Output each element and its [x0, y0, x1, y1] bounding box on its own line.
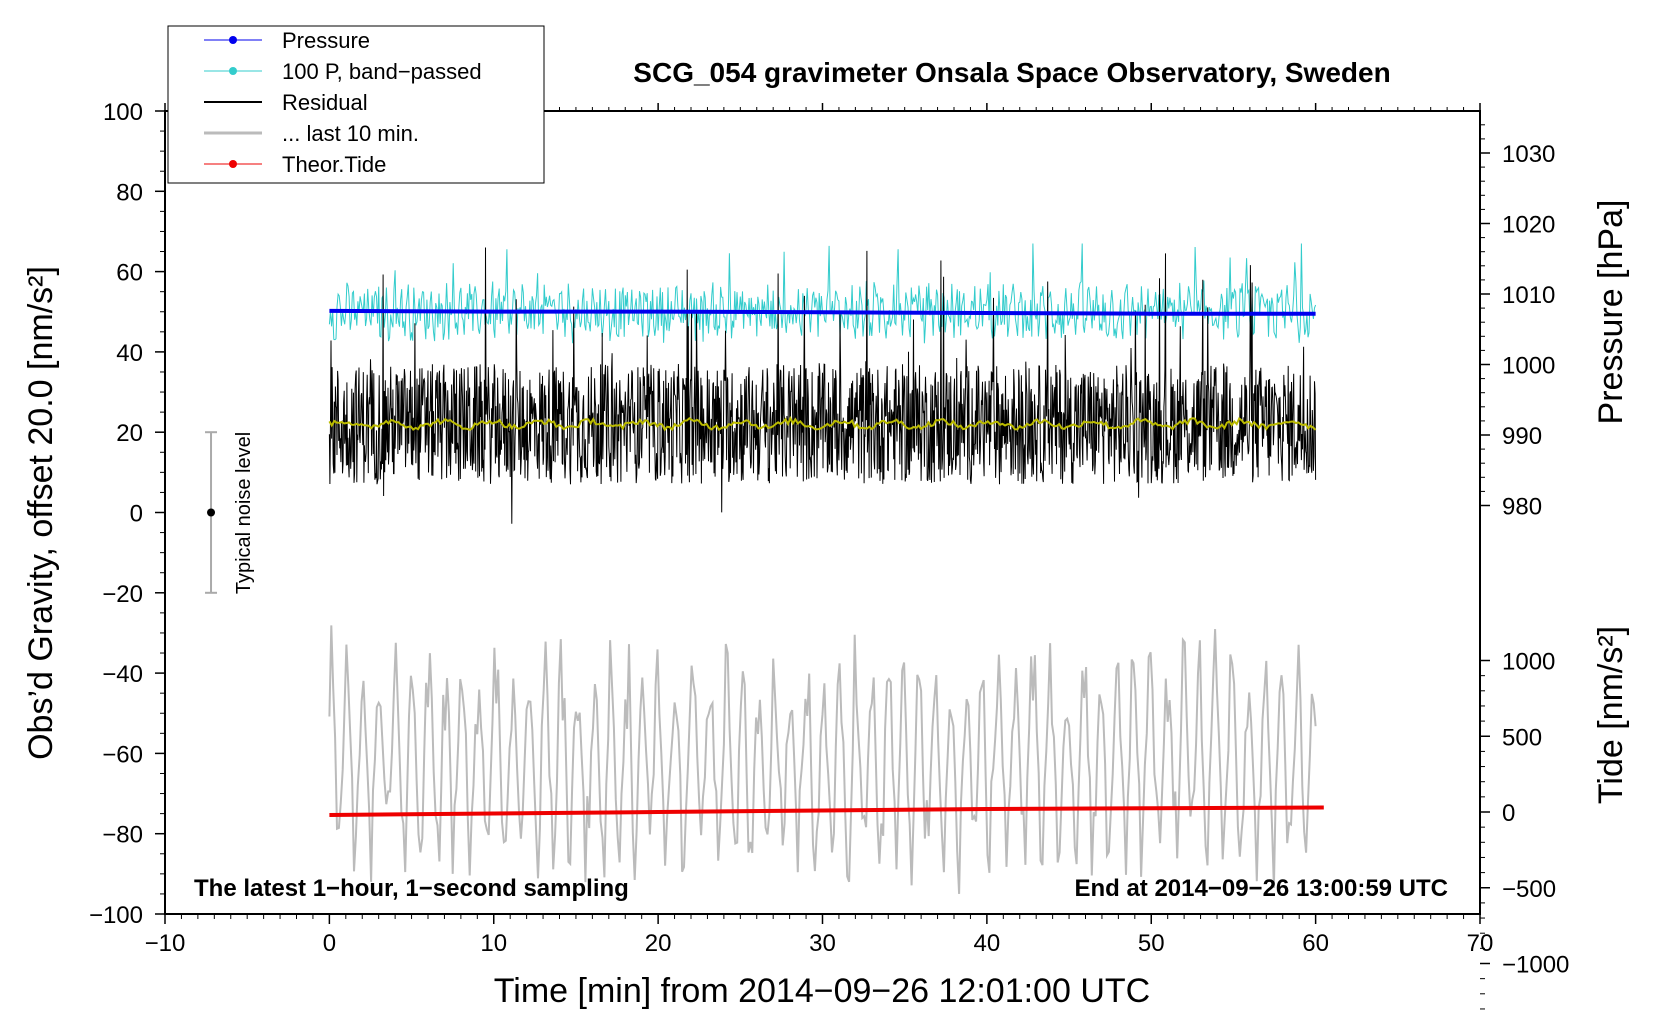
pressure-tick-label: 980 [1502, 494, 1542, 521]
x-tick-label: 0 [323, 930, 336, 957]
annotation-end-time: End at 2014−09−26 13:00:59 UTC [1074, 875, 1448, 902]
x-axis-title: Time [min] from 2014−09−26 12:01:00 UTC [494, 972, 1150, 1010]
tide-tick-label: −500 [1502, 876, 1556, 903]
legend-item-theor-tide: Theor.Tide [204, 152, 386, 177]
pressure-tick-label: 990 [1502, 423, 1542, 450]
y-tick-label: −40 [102, 661, 143, 688]
legend-label: 100 P, band−passed [282, 59, 482, 84]
x-tick-label: 70 [1467, 930, 1494, 957]
series-last-10-min [328, 625, 1317, 894]
chart-title: SCG_054 gravimeter Onsala Space Observat… [633, 57, 1390, 88]
legend-marker [229, 67, 237, 75]
y-axis-left: 100 80 60 40 20 0 −20 −40 −60 −80 −100 [89, 99, 165, 929]
y-tick-label: 60 [116, 260, 143, 287]
legend-label: Pressure [282, 28, 370, 53]
series-band-passed [328, 243, 1317, 344]
tide-tick-label: 1000 [1502, 649, 1555, 676]
legend-item-last-10-min: ... last 10 min. [204, 121, 419, 146]
series-layer [328, 243, 1324, 894]
legend-label: ... last 10 min. [282, 121, 419, 146]
y-tick-label: 80 [116, 179, 143, 206]
legend-label: Residual [282, 90, 368, 115]
pressure-tick-label: 1030 [1502, 141, 1555, 168]
y-tick-label: 100 [103, 99, 143, 126]
legend-marker [229, 36, 237, 44]
legend-item-residual: Residual [204, 90, 368, 115]
x-tick-label: 20 [645, 930, 672, 957]
pressure-tick-label: 1020 [1502, 212, 1555, 239]
tide-tick-label: 500 [1502, 724, 1542, 751]
tide-tick-label: 0 [1502, 800, 1515, 827]
series-residual-smoothed [328, 415, 1317, 432]
legend-item-band-passed: 100 P, band−passed [204, 59, 482, 84]
series-theor-tide [329, 805, 1324, 817]
legend: Pressure 100 P, band−passed Residual ...… [167, 25, 545, 184]
y-tick-label: 40 [116, 340, 143, 367]
x-tick-label: 50 [1138, 930, 1165, 957]
y-tick-label: −100 [89, 902, 143, 929]
x-tick-label: 10 [480, 930, 507, 957]
x-tick-label: 30 [809, 930, 836, 957]
y-tick-label: −20 [102, 581, 143, 608]
x-tick-label: −10 [145, 930, 186, 957]
legend-label: Theor.Tide [282, 152, 386, 177]
annotation-sampling: The latest 1−hour, 1−second sampling [194, 875, 629, 902]
y-axis-pressure: 1030 1020 1010 1000 990 980 [1480, 124, 1555, 521]
y-axis-tide-title: Tide [nm/s²] [1592, 626, 1630, 804]
tide-tick-label: −1000 [1502, 952, 1569, 979]
series-residual [328, 247, 1317, 524]
legend-item-pressure: Pressure [204, 28, 370, 53]
y-axis-left-title: Obs’d Gravity, offset 20.0 [nm/s²] [22, 266, 60, 760]
legend-marker [229, 160, 237, 168]
pressure-tick-label: 1010 [1502, 282, 1555, 309]
noise-level-bar [205, 431, 218, 594]
y-axis-pressure-title: Pressure [hPa] [1592, 200, 1630, 425]
y-tick-label: −80 [102, 822, 143, 849]
series-pressure [329, 308, 1316, 316]
y-tick-label: −60 [102, 741, 143, 768]
x-tick-label: 40 [974, 930, 1001, 957]
y-tick-label: 0 [130, 501, 143, 528]
plot-frame [164, 110, 1481, 915]
noise-bar-center [207, 508, 216, 517]
x-tick-label: 60 [1302, 930, 1329, 957]
x-axis: −10 0 10 20 30 40 50 60 70 [145, 103, 1494, 957]
noise-level-label: Typical noise level [233, 432, 255, 594]
legend-box [167, 25, 545, 184]
pressure-tick-label: 1000 [1502, 353, 1555, 380]
y-tick-label: 20 [116, 420, 143, 447]
